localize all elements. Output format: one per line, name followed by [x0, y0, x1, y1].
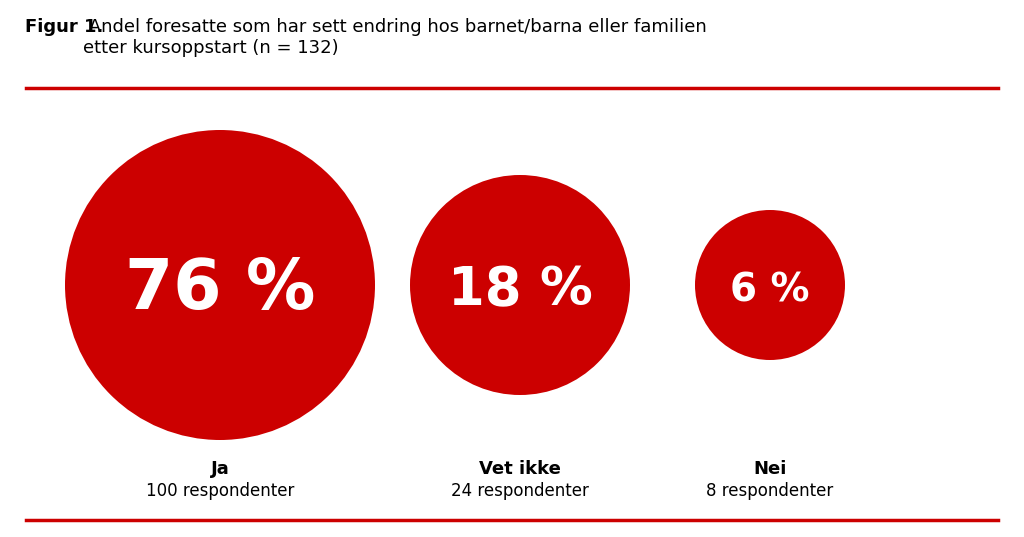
Circle shape	[65, 130, 375, 440]
Text: Nei: Nei	[754, 460, 786, 478]
Text: 100 respondenter: 100 respondenter	[145, 482, 294, 500]
Circle shape	[695, 210, 845, 360]
Text: 76 %: 76 %	[125, 257, 315, 323]
Text: Vet ikke: Vet ikke	[479, 460, 561, 478]
Circle shape	[410, 175, 630, 395]
Text: 18 %: 18 %	[447, 264, 592, 316]
Text: Ja: Ja	[211, 460, 229, 478]
Text: Figur 1.: Figur 1.	[25, 18, 103, 36]
Text: 24 respondenter: 24 respondenter	[451, 482, 589, 500]
Text: 8 respondenter: 8 respondenter	[707, 482, 834, 500]
Text: 6 %: 6 %	[730, 271, 810, 309]
Text: Andel foresatte som har sett endring hos barnet/barna eller familien
etter kurso: Andel foresatte som har sett endring hos…	[83, 18, 707, 57]
